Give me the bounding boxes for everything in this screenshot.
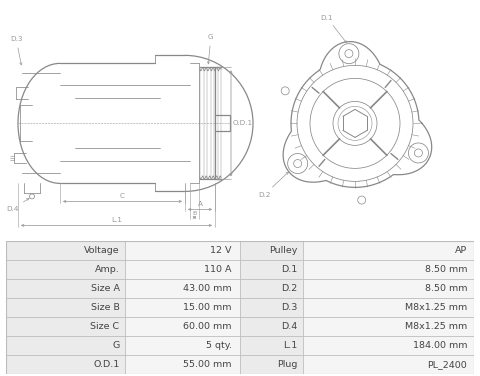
Text: Pulley: Pulley — [269, 246, 298, 255]
Text: AP: AP — [455, 246, 467, 255]
Text: 12 V: 12 V — [210, 246, 231, 255]
Text: 110 A: 110 A — [204, 265, 231, 274]
Text: 184.00 mm: 184.00 mm — [413, 341, 467, 350]
Bar — [240, 298, 303, 317]
Text: D.2: D.2 — [258, 172, 288, 198]
Text: M8x1.25 mm: M8x1.25 mm — [405, 322, 467, 331]
Text: 55.00 mm: 55.00 mm — [183, 360, 231, 369]
Text: Size B: Size B — [91, 303, 120, 312]
Bar — [303, 260, 474, 279]
Bar — [303, 241, 474, 260]
Bar — [303, 317, 474, 336]
Text: L.1: L.1 — [111, 217, 122, 223]
Bar — [125, 336, 240, 355]
Bar — [240, 336, 303, 355]
Text: D.3: D.3 — [281, 303, 298, 312]
Text: 15.00 mm: 15.00 mm — [183, 303, 231, 312]
Text: O.D.1: O.D.1 — [233, 120, 253, 126]
Bar — [125, 355, 240, 374]
Bar — [303, 336, 474, 355]
Text: Plug: Plug — [277, 360, 298, 369]
Bar — [125, 260, 240, 279]
Text: 8.50 mm: 8.50 mm — [425, 284, 467, 293]
Text: 43.00 mm: 43.00 mm — [183, 284, 231, 293]
Text: D.4: D.4 — [281, 322, 298, 331]
Text: PL_2400: PL_2400 — [428, 360, 467, 369]
Bar — [125, 241, 240, 260]
Text: D.2: D.2 — [281, 284, 298, 293]
Text: D.3: D.3 — [10, 36, 23, 65]
Bar — [6, 279, 125, 298]
Text: Size C: Size C — [90, 322, 120, 331]
Text: D.1: D.1 — [321, 15, 347, 43]
Bar — [125, 298, 240, 317]
Text: B: B — [192, 211, 197, 216]
Bar — [240, 241, 303, 260]
Bar — [125, 317, 240, 336]
Text: 60.00 mm: 60.00 mm — [183, 322, 231, 331]
Bar — [6, 241, 125, 260]
Bar — [6, 260, 125, 279]
Bar — [303, 355, 474, 374]
Text: 8.50 mm: 8.50 mm — [425, 265, 467, 274]
Bar — [6, 317, 125, 336]
Text: D.4: D.4 — [6, 198, 29, 212]
Bar — [125, 279, 240, 298]
Bar — [303, 298, 474, 317]
Bar — [303, 279, 474, 298]
Text: Size A: Size A — [91, 284, 120, 293]
Text: O.D.1: O.D.1 — [93, 360, 120, 369]
Text: A: A — [197, 202, 203, 208]
Bar — [6, 298, 125, 317]
Text: D.1: D.1 — [281, 265, 298, 274]
Text: G: G — [112, 341, 120, 350]
Bar — [240, 260, 303, 279]
Text: Voltage: Voltage — [84, 246, 120, 255]
Bar — [240, 317, 303, 336]
Text: L.1: L.1 — [283, 341, 298, 350]
Bar — [240, 355, 303, 374]
Text: G: G — [207, 34, 214, 64]
Bar — [240, 279, 303, 298]
Bar — [6, 355, 125, 374]
Text: Amp.: Amp. — [95, 265, 120, 274]
Text: C: C — [120, 193, 125, 199]
Text: M8x1.25 mm: M8x1.25 mm — [405, 303, 467, 312]
Text: 5 qty.: 5 qty. — [205, 341, 231, 350]
Bar — [6, 336, 125, 355]
